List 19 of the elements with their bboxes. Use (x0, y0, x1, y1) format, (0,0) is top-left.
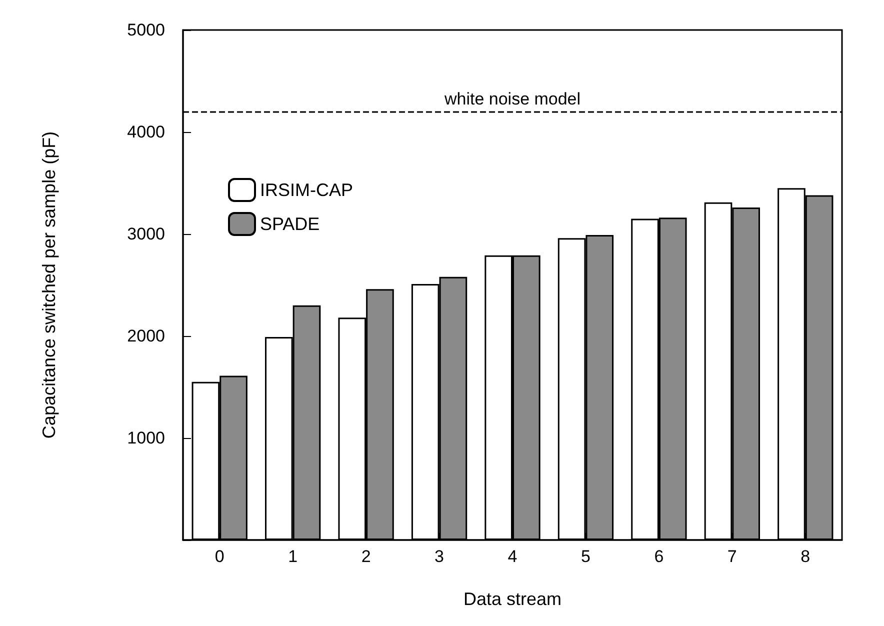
x-tick-label: 3 (434, 547, 444, 566)
y-tick-label: 5000 (127, 20, 165, 40)
x-tick-label: 0 (214, 547, 224, 566)
y-tick-label: 4000 (127, 122, 165, 142)
x-axis-title: Data stream (463, 589, 562, 609)
x-tick-label: 2 (361, 547, 371, 566)
x-tick-label: 5 (580, 547, 590, 566)
x-tick-label: 4 (508, 547, 518, 566)
y-tick-label: 3000 (127, 224, 165, 244)
ref-line-label: white noise model (443, 90, 581, 109)
legend-label: IRSIM-CAP (260, 180, 354, 200)
legend-label: SPADE (260, 214, 320, 234)
x-tick-label: 8 (800, 547, 810, 566)
y-axis-title: Capacitance switched per sample (pF) (39, 131, 59, 439)
x-tick-label: 1 (288, 547, 298, 566)
x-tick-label: 7 (727, 547, 737, 566)
y-tick-label: 2000 (127, 326, 165, 346)
y-tick-label: 1000 (127, 428, 165, 448)
x-tick-label: 6 (654, 547, 664, 566)
